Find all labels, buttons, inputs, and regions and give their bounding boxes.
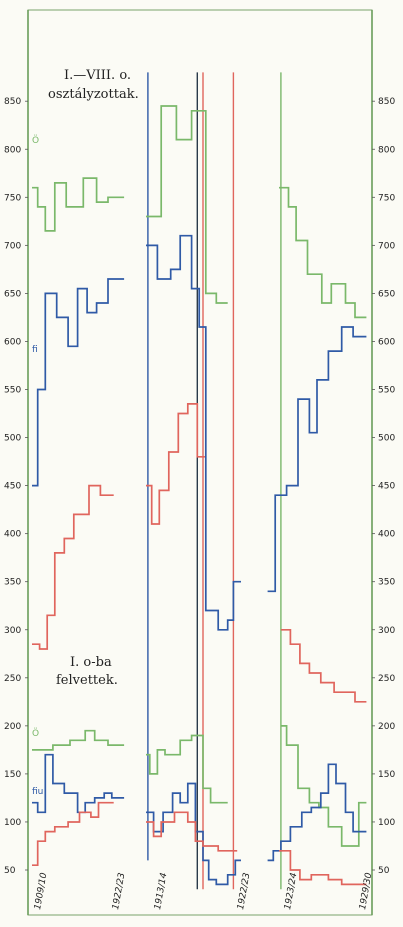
y-tick-right-100: 100 <box>378 818 395 828</box>
series-upper-green-segment-2 <box>279 186 367 319</box>
annotation-upper-line1: I.—VIII. o. <box>64 68 131 83</box>
series-upper-blue-segment-1 <box>146 234 241 631</box>
x-tick-label-1: 1922/23 <box>111 872 127 911</box>
x-tick-label-0: 1909/10 <box>33 872 49 911</box>
series-upper-blue-segment-2 <box>267 326 367 593</box>
series-label-green-upper: Ö <box>32 135 39 146</box>
series-lower-green-segment-0 <box>32 729 125 751</box>
y-tick-left-700: 700 <box>4 241 21 251</box>
y-tick-left-350: 350 <box>4 578 21 588</box>
series-upper-red-segment-1 <box>146 403 205 525</box>
annotation-lower-line1: I. o-ba <box>70 655 112 670</box>
y-tick-right-750: 750 <box>378 193 395 203</box>
y-tick-left-50: 50 <box>4 866 16 876</box>
y-tick-left-250: 250 <box>4 674 21 684</box>
y-tick-right-500: 500 <box>378 434 395 444</box>
y-tick-right-350: 350 <box>378 578 395 588</box>
y-tick-left-600: 600 <box>4 337 21 347</box>
series-lower-blue-segment-0 <box>32 753 125 814</box>
y-tick-left-500: 500 <box>4 434 21 444</box>
plot-frame <box>27 9 373 916</box>
x-tick-label-3: 1922/23 <box>236 872 252 911</box>
y-tick-left-450: 450 <box>4 482 21 492</box>
series-upper-blue-segment-0 <box>32 278 125 487</box>
series-upper-green-segment-0 <box>32 177 125 232</box>
y-tick-right-800: 800 <box>378 145 395 155</box>
series-lower-green-segment-1 <box>146 734 228 804</box>
series-lower-green-segment-2 <box>280 725 367 847</box>
x-axis-ticks: 1909/10 1922/23 1913/14 1922/23 1923/24 1929/… <box>33 872 374 911</box>
series-upper-green-segment-1 <box>146 105 228 304</box>
series-lower-blue-segment-1 <box>146 782 241 886</box>
y-tick-right-600: 600 <box>378 337 395 347</box>
y-tick-right-850: 850 <box>378 97 395 107</box>
y-tick-left-550: 550 <box>4 386 21 396</box>
y-tick-right-250: 250 <box>378 674 395 684</box>
y-tick-right-650: 650 <box>378 289 395 299</box>
series-lower-blue-segment-2 <box>267 763 367 862</box>
y-tick-left-100: 100 <box>4 818 21 828</box>
series-label-blue-lower: fiu <box>32 787 43 797</box>
y-tick-left-650: 650 <box>4 289 21 299</box>
y-axis-left-ticks: 50 100 150 200 250 300 350 400 450 500 550 600 650 70… <box>4 97 28 876</box>
y-tick-right-450: 450 <box>378 482 395 492</box>
vertical-guides <box>147 72 282 890</box>
annotation-upper-line2: osztályzottak. <box>48 87 139 102</box>
x-tick-label-4: 1923/24 <box>283 872 299 911</box>
y-tick-left-200: 200 <box>4 722 21 732</box>
y-tick-right-400: 400 <box>378 530 395 540</box>
series-label-blue-upper: fi <box>32 345 38 355</box>
y-tick-right-200: 200 <box>378 722 395 732</box>
series-lines <box>32 105 367 886</box>
y-tick-right-300: 300 <box>378 626 395 636</box>
y-tick-left-800: 800 <box>4 145 21 155</box>
series-upper-red-segment-2 <box>280 628 367 703</box>
y-tick-left-300: 300 <box>4 626 21 636</box>
y-tick-left-750: 750 <box>4 193 21 203</box>
y-tick-right-50: 50 <box>378 866 390 876</box>
y-tick-right-700: 700 <box>378 241 395 251</box>
series-lower-red-segment-2 <box>279 849 367 886</box>
series-lower-red-segment-0 <box>32 801 114 867</box>
y-tick-left-150: 150 <box>4 770 21 780</box>
annotation-lower-line2: felvettek. <box>56 673 118 688</box>
y-tick-right-550: 550 <box>378 386 395 396</box>
series-label-green-lower: Ö <box>32 728 39 739</box>
y-tick-left-400: 400 <box>4 530 21 540</box>
y-tick-right-150: 150 <box>378 770 395 780</box>
series-lower-red-segment-1 <box>146 811 238 852</box>
y-tick-left-850: 850 <box>4 97 21 107</box>
series-upper-red-segment-0 <box>32 484 114 650</box>
x-tick-label-2: 1913/14 <box>153 872 169 911</box>
y-axis-right-ticks: 50 100 150 200 250 300 350 400 450 500 550 600 650 70… <box>372 97 395 876</box>
